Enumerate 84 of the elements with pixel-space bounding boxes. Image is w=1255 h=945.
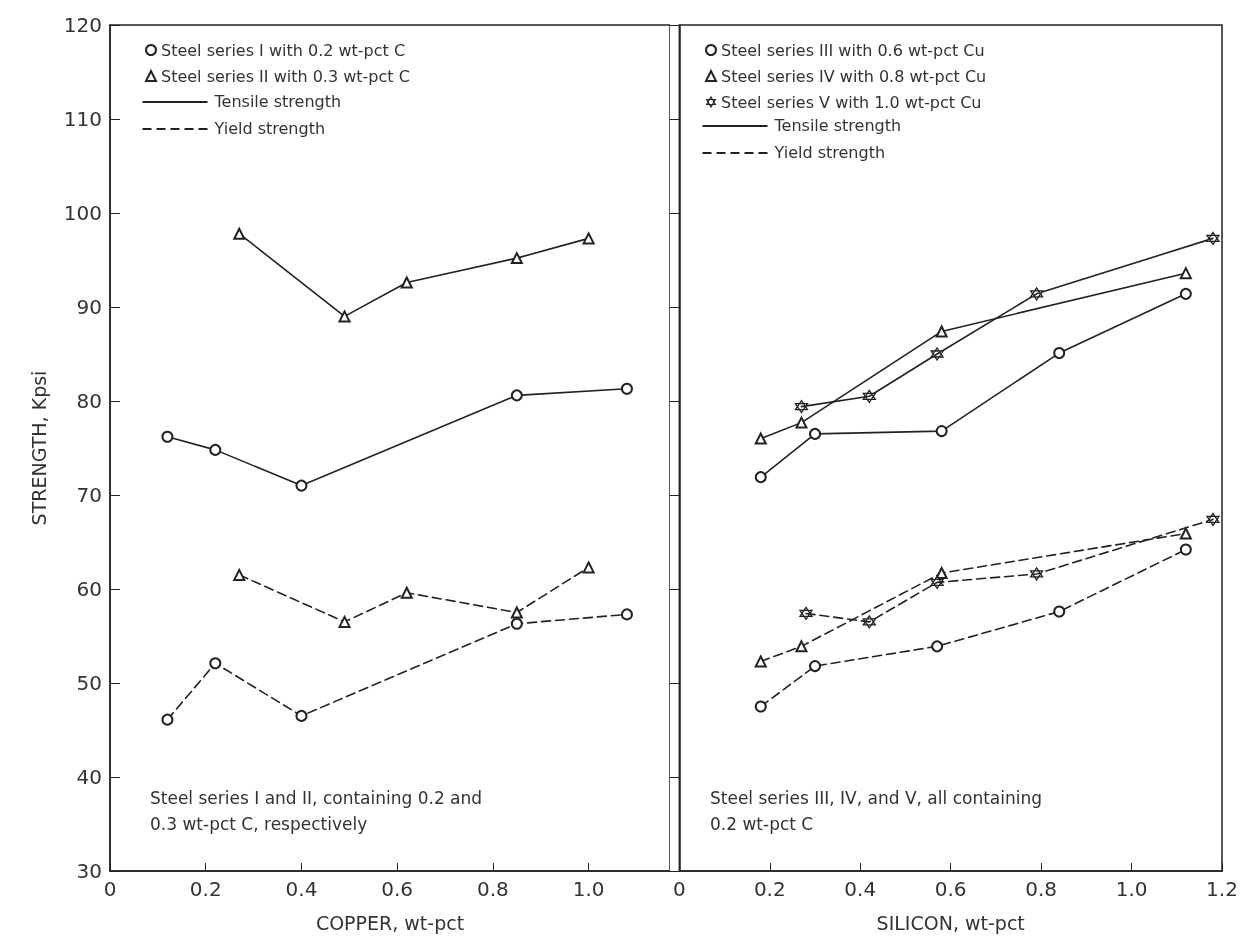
x-tick-label: 0.6 (381, 877, 414, 901)
point (400, 586, 413, 599)
point (510, 252, 523, 265)
x-axis-title: SILICON, wt-pct (876, 911, 1025, 934)
x-tick-label: 0.2 (753, 877, 786, 901)
annotation: Yield strength (773, 142, 886, 162)
x-tick-label: 0.8 (477, 877, 509, 901)
point (1206, 231, 1220, 246)
point (1179, 287, 1192, 300)
point (1053, 605, 1066, 618)
point (295, 479, 308, 492)
point (862, 389, 876, 403)
point (795, 416, 808, 429)
y-tick-label: 90 (76, 295, 102, 319)
y-tick-label: 110 (63, 107, 102, 131)
point (930, 575, 944, 590)
x-tick-label: 0.2 (189, 877, 222, 901)
point (809, 427, 822, 440)
point (1029, 567, 1044, 581)
point (161, 713, 174, 726)
x-tick-label: 0.4 (285, 877, 318, 901)
legend-label: Steel series V with 1.0 wt-pct Cu (721, 92, 982, 112)
point (620, 382, 633, 395)
point (1053, 347, 1066, 360)
y-axis-title: STRENGTH, Kpsi (27, 370, 50, 526)
y-tick-label: 50 (76, 671, 102, 695)
annotation: Tensile strength (773, 115, 902, 135)
point (1179, 543, 1192, 556)
legend-label: Steel series III with 0.6 wt-pct Cu (721, 40, 985, 60)
x-tick-label: 0.8 (1025, 877, 1058, 901)
legend-label: Steel series II with 0.3 wt-pct C (161, 66, 410, 86)
annotation: Tensile strength (213, 91, 342, 111)
point (620, 608, 633, 621)
point (209, 443, 222, 456)
point (794, 399, 809, 414)
x-tick-label: 0 (103, 877, 117, 901)
point (338, 615, 351, 628)
point (754, 471, 767, 484)
point (338, 310, 351, 323)
point (935, 325, 948, 338)
point (754, 700, 767, 713)
x-tick-label: 0.4 (844, 877, 877, 901)
point (799, 606, 813, 621)
y-tick-label: 30 (76, 859, 102, 883)
x-tick-label: 1.0 (1115, 877, 1148, 901)
point (510, 389, 523, 402)
annotation: Steel series I and II, containing 0.2 and 0.3 wt-pct C, respectively (150, 788, 488, 834)
annotation: Yield strength (213, 118, 326, 138)
x-tick-label: 1.0 (572, 877, 605, 901)
point (510, 617, 523, 630)
point (510, 606, 523, 619)
point (930, 347, 944, 361)
y-tick-label: 80 (76, 389, 102, 413)
annotation: Steel series III, IV, and V, all containing 0.2 wt-pct C (710, 788, 1048, 834)
point (233, 227, 246, 240)
y-tick-label: 40 (76, 765, 102, 789)
point (1179, 527, 1192, 540)
point (209, 657, 222, 670)
point (400, 276, 413, 289)
point (582, 232, 595, 245)
point (754, 432, 767, 445)
point (161, 430, 174, 443)
legend-label: Steel series IV with 0.8 wt-pct Cu (721, 66, 987, 86)
point (935, 425, 948, 438)
x-axis-title: COPPER, wt-pct (315, 911, 465, 934)
point (809, 660, 822, 673)
y-tick-label: 60 (76, 577, 102, 601)
point (1206, 512, 1220, 527)
point (1029, 287, 1044, 301)
point (795, 640, 808, 653)
x-tick-label: 1.2 (1206, 877, 1238, 901)
point (295, 709, 308, 722)
x-tick-label: 0 (673, 877, 686, 901)
point (582, 561, 595, 574)
point (931, 640, 944, 653)
point (233, 568, 246, 581)
y-tick-label: 70 (76, 483, 102, 507)
x-tick-label: 0.6 (934, 877, 967, 901)
point (862, 615, 876, 629)
point (1179, 267, 1192, 280)
point (754, 655, 767, 668)
legend-label: Steel series I with 0.2 wt-pct C (161, 40, 406, 60)
y-tick-label: 120 (63, 13, 102, 37)
y-tick-label: 100 (63, 201, 102, 225)
